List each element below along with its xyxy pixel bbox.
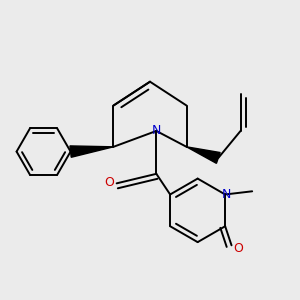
Text: N: N [221,188,231,201]
Text: N: N [152,124,161,137]
Text: O: O [104,176,114,189]
Text: O: O [234,242,243,255]
Polygon shape [70,146,113,157]
Polygon shape [187,147,220,163]
